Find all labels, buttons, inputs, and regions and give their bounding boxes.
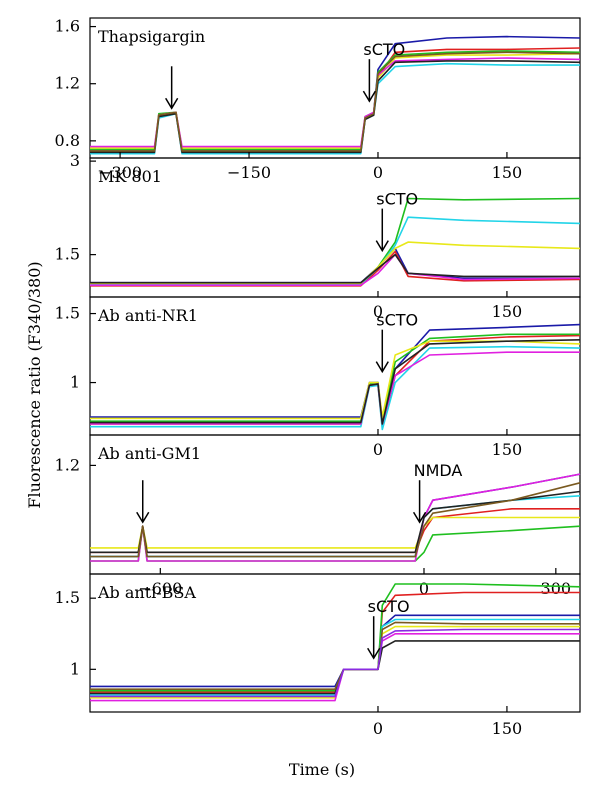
series-line-7	[90, 253, 580, 284]
y-tick-label: 1.5	[55, 245, 80, 264]
series-line-1	[90, 35, 581, 152]
series-line-3	[90, 525, 581, 562]
y-tick-label: 1.5	[55, 588, 80, 607]
annotation-label: sCTO	[376, 190, 418, 209]
series-line-8	[90, 482, 581, 558]
series-line-2	[90, 334, 581, 428]
annotation-label: sCTO	[368, 597, 410, 616]
series-line-6	[90, 57, 581, 148]
x-tick-label: 0	[373, 719, 383, 738]
annotation-arrow-head	[375, 240, 389, 253]
annotation-arrow-head	[375, 361, 389, 374]
x-axis-title: Time (s)	[289, 760, 355, 779]
annotation-label: sCTO	[376, 311, 418, 330]
x-tick-label: −600	[138, 579, 182, 598]
y-tick-label: 1.2	[55, 455, 80, 474]
y-tick-label: 1.2	[55, 74, 80, 93]
series-line-7	[90, 339, 581, 425]
x-tick-label: 0	[373, 302, 383, 321]
x-tick-label: 150	[492, 302, 523, 321]
series-line-8	[90, 51, 581, 152]
series-line-9	[90, 628, 580, 698]
panel-label: Ab anti-GM1	[97, 444, 201, 463]
annotation-arrow-head	[362, 90, 377, 103]
panel-2: 1.5 3 0 150 MK 801 sCTO	[55, 151, 581, 321]
annotation-arrow-head	[412, 511, 427, 524]
series-line-2	[90, 47, 581, 154]
x-tick-label: 150	[492, 719, 523, 738]
series-line-1	[90, 473, 581, 558]
annotation-arrow-head	[367, 647, 381, 660]
y-axis-title: Fluorescence ratio (F340/380)	[25, 261, 44, 508]
series-line-4	[90, 216, 581, 285]
panel-frame	[89, 573, 581, 713]
annotation-arrow-head	[136, 511, 150, 524]
series-line-5	[90, 52, 581, 149]
x-tick-label: 0	[373, 163, 383, 182]
panel-label: Thapsigargin	[98, 27, 205, 46]
panels: 0.81.21.6−300 −150 0 150ThapsigarginsCTO1.5…	[55, 17, 581, 738]
panel-label: Ab anti-BSA	[97, 583, 196, 602]
x-tick-label: −300	[98, 163, 142, 182]
panel-label: Ab anti-NR1	[97, 306, 198, 325]
series-line-8	[90, 621, 580, 690]
y-tick-label: 1.6	[55, 17, 80, 36]
series-line-3	[90, 197, 581, 286]
series-line-2	[90, 250, 581, 287]
series-line-1	[90, 247, 580, 284]
x-tick-label: −150	[227, 163, 271, 182]
x-tick-label: 150	[492, 440, 523, 459]
y-tick-label: 1.5	[55, 304, 80, 323]
annotation-label: NMDA	[414, 461, 463, 480]
panel-5: 1 1.5 0 150 Ab anti-BSA sCTO	[55, 573, 581, 738]
x-tick-label: 0	[419, 579, 429, 598]
y-tick-label: 1	[70, 373, 80, 392]
panel-label: MK 801	[98, 167, 162, 186]
annotation-arrow-head	[165, 97, 179, 110]
series-line-1	[90, 323, 581, 425]
x-tick-label: 300	[541, 579, 572, 598]
series-line-2	[90, 591, 580, 693]
panel-1: 0.8 1.2 1.6 −300 −150 0 150 Thapsigargin sCTO	[55, 17, 581, 182]
y-tick-label: 1	[70, 659, 80, 678]
series-line-4	[90, 62, 580, 155]
annotation-label: sCTO	[363, 40, 405, 59]
x-tick-label: 150	[492, 163, 523, 182]
y-tick-label: 3	[70, 151, 80, 170]
series-line-7	[90, 60, 581, 154]
series-line-6	[90, 351, 580, 425]
series-line-4	[90, 618, 580, 696]
y-tick-label: 0.8	[55, 131, 80, 150]
x-tick-label: 0	[373, 440, 383, 459]
series-line-5	[90, 516, 580, 549]
